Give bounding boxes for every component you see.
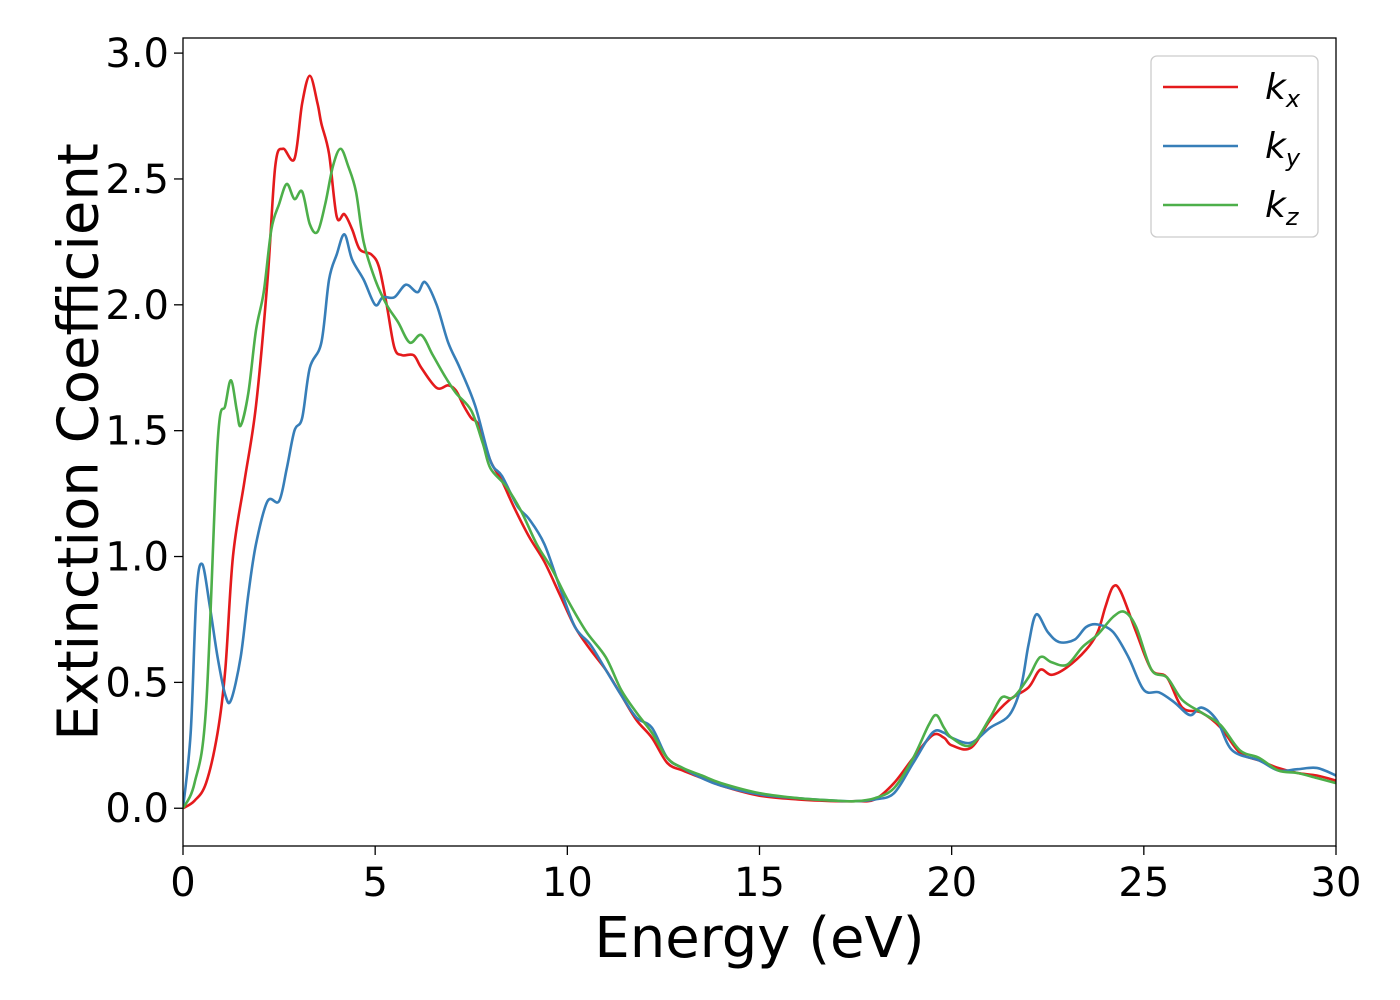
x-tick-label: 0 [170, 860, 195, 906]
x-tick-label: 5 [362, 860, 387, 906]
y-tick-label: 0.5 [105, 660, 169, 706]
y-axis-title: Extinction Coefficient [47, 143, 112, 741]
series-line-kz [183, 147, 1336, 809]
plot-lines [183, 74, 1336, 810]
y-tick-label: 2.5 [105, 157, 169, 203]
y-tick-label: 1.5 [105, 409, 169, 455]
x-tick-label: 25 [1118, 860, 1169, 906]
x-tick-label: 15 [734, 860, 785, 906]
series-line-ky [183, 233, 1336, 809]
y-tick-label: 0.0 [105, 786, 169, 832]
x-axis: 0 5 10 15 20 25 30 [170, 846, 1361, 906]
y-axis: 0.0 0.5 1.0 1.5 2.0 2.5 3.0 [105, 31, 183, 832]
y-tick-label: 1.0 [105, 535, 169, 581]
series-line-kx [183, 74, 1336, 810]
x-tick-label: 20 [926, 860, 977, 906]
x-tick-label: 30 [1311, 860, 1362, 906]
x-tick-label: 10 [542, 860, 593, 906]
legend-label-kz: kz [1265, 185, 1300, 231]
y-tick-label: 2.0 [105, 283, 169, 329]
y-tick-label: 3.0 [105, 31, 169, 77]
x-axis-title: Energy (eV) [594, 906, 924, 971]
